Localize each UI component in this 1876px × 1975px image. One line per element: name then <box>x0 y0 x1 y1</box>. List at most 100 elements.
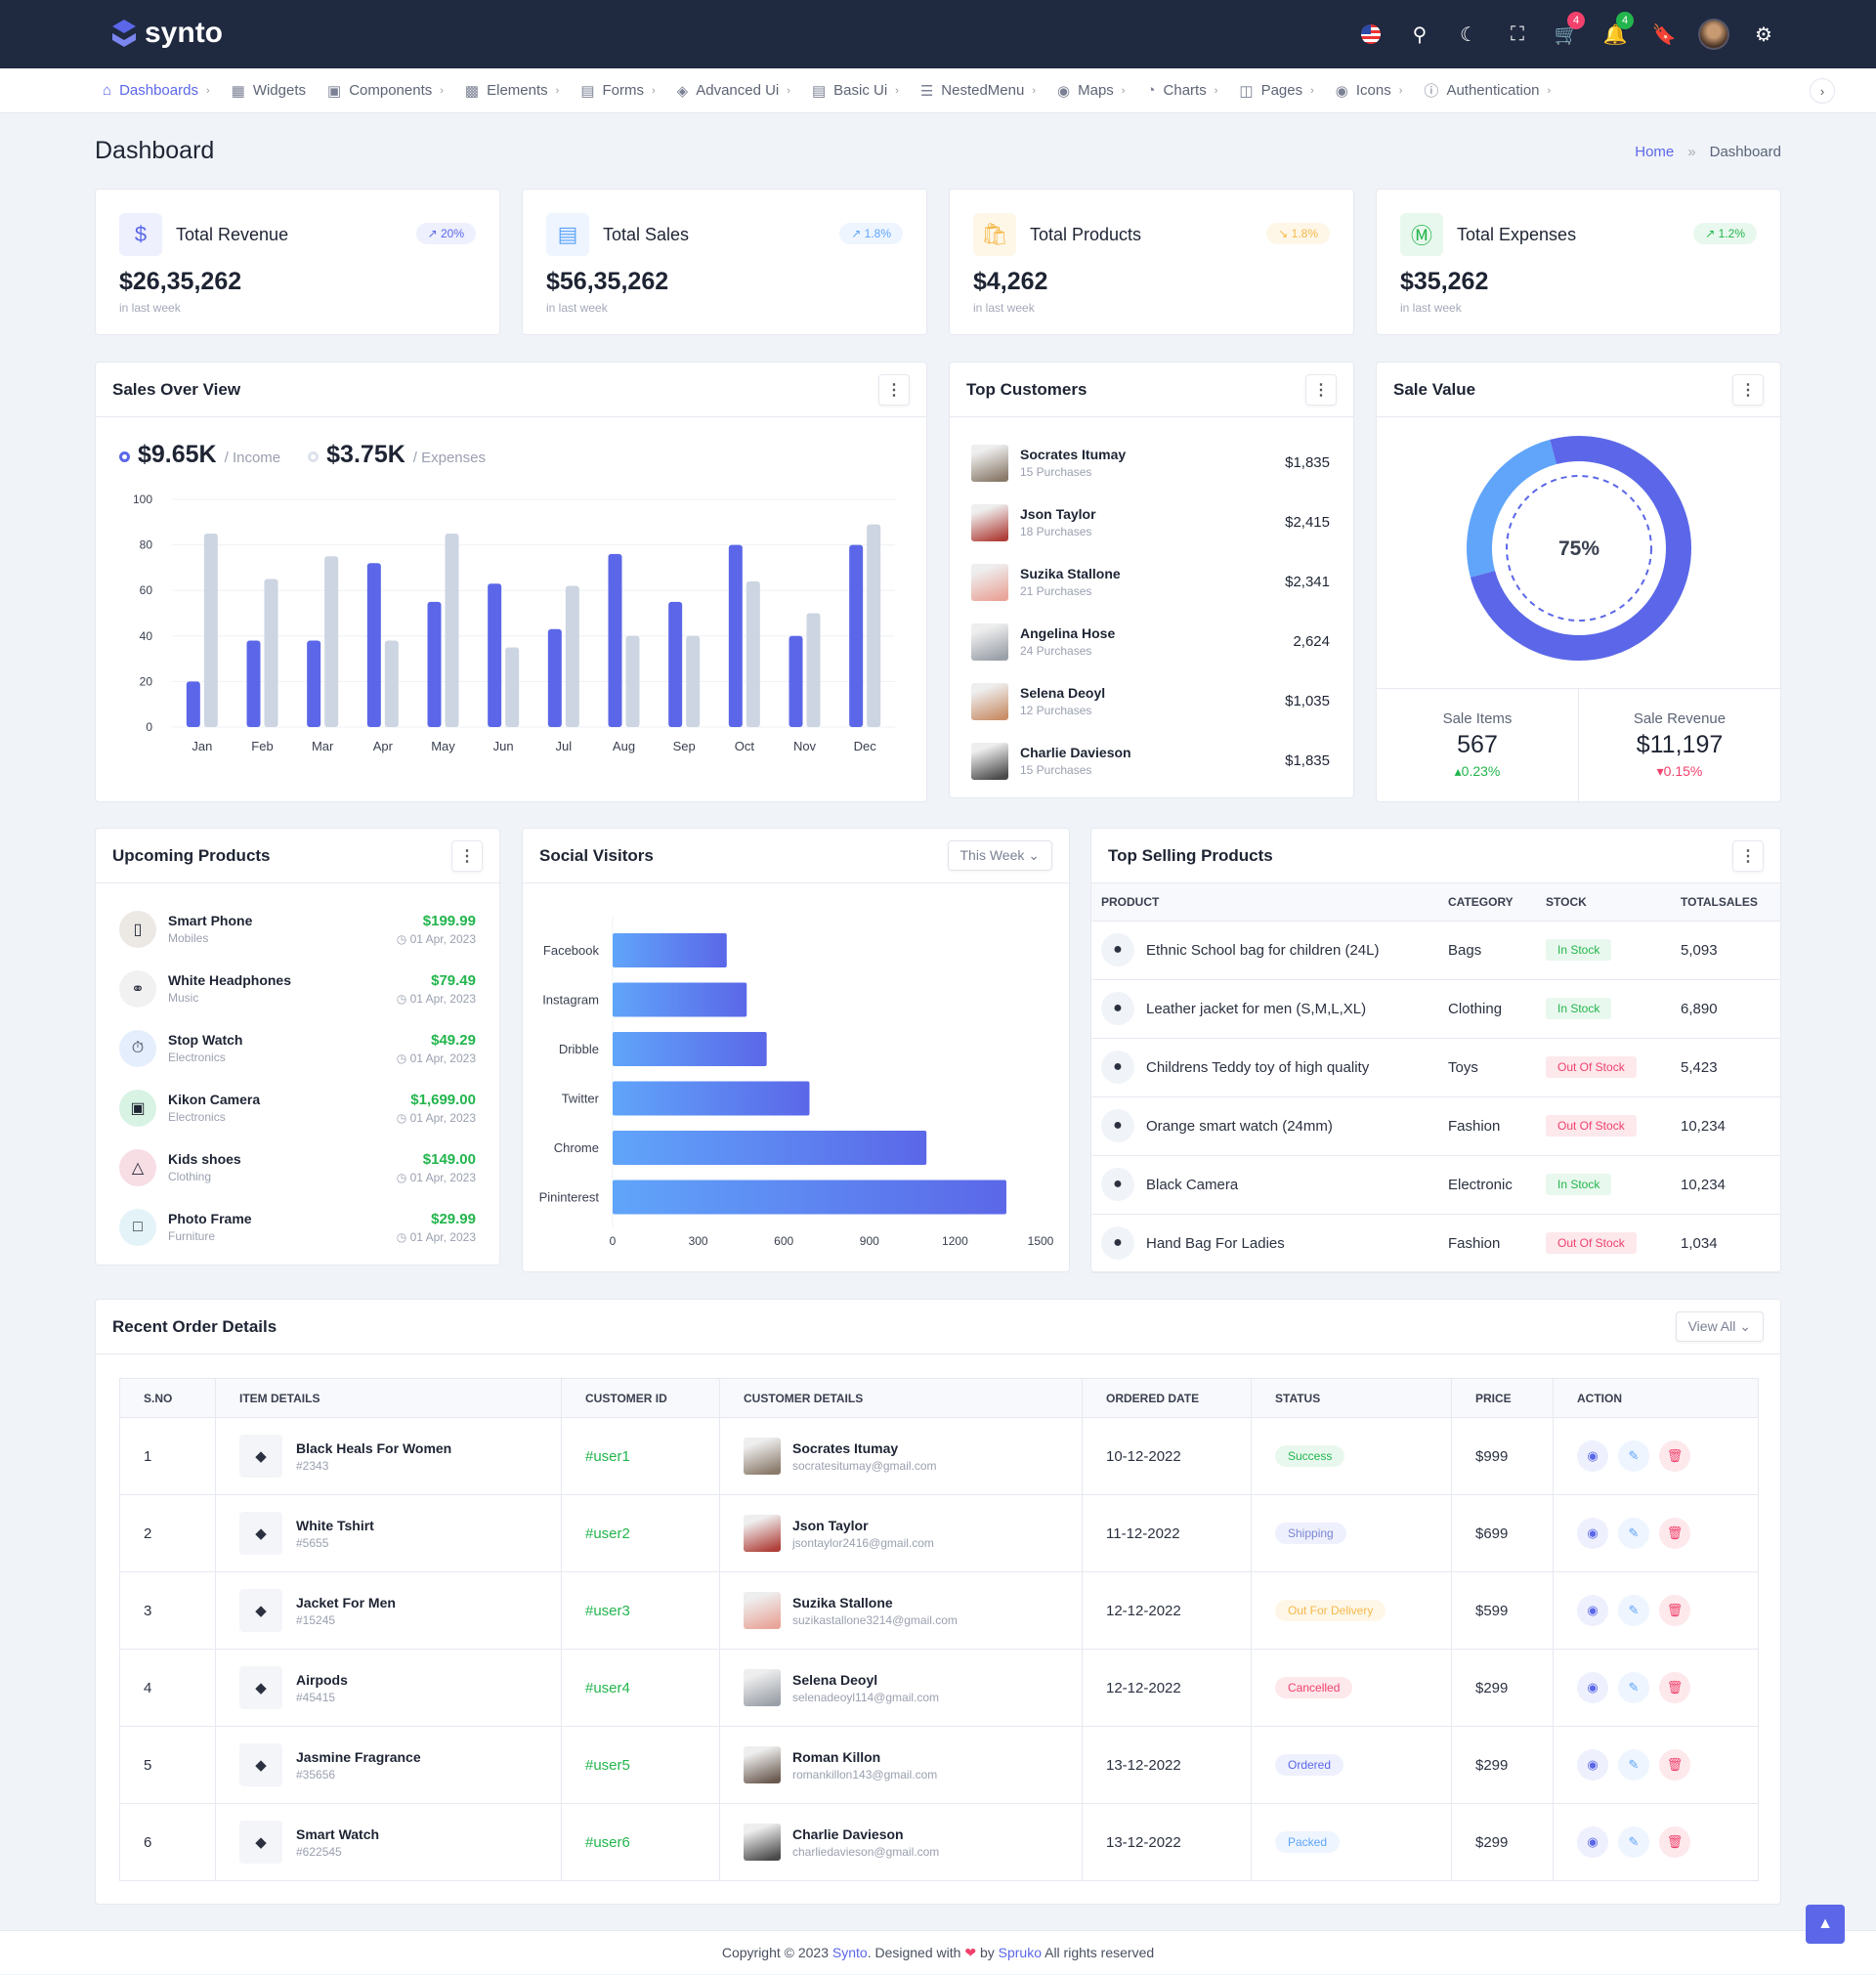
view-eye-icon[interactable]: ◉ <box>1577 1672 1608 1703</box>
nav-item-forms[interactable]: ▤ Forms › <box>580 82 655 100</box>
nav-item-authentication[interactable]: ⓘ Authentication › <box>1424 80 1551 101</box>
status-badge: Packed <box>1275 1831 1341 1853</box>
nav-item-nestedmenu[interactable]: ☰ NestedMenu › <box>920 82 1036 100</box>
period-dropdown[interactable]: This Week ⌄ <box>947 840 1052 871</box>
customer-id-link[interactable]: #user5 <box>561 1726 720 1804</box>
edit-pencil-icon[interactable]: ✎ <box>1618 1672 1649 1703</box>
upcoming-product-item[interactable]: ▯ Smart Phone Mobiles $199.99 ◷ 01 Apr, 20… <box>119 899 476 959</box>
notification-bell-icon[interactable]: 🔔 4 <box>1600 12 1634 51</box>
product-thumbnail: ● <box>1101 933 1134 966</box>
customer-id-link[interactable]: #user3 <box>561 1571 720 1650</box>
delete-trash-icon[interactable]: 🗑 <box>1659 1672 1690 1703</box>
nav-item-charts[interactable]: ◔ Charts › <box>1146 82 1217 99</box>
nav-item-icons[interactable]: ◉ Icons › <box>1336 82 1403 100</box>
nav-item-widgets[interactable]: ▦ Widgets <box>232 82 306 100</box>
breadcrumb-home[interactable]: Home <box>1635 144 1675 160</box>
stock-badge: Out Of Stock <box>1546 1056 1637 1078</box>
upcoming-product-item[interactable]: □ Photo Frame Furniture $29.99 ◷ 01 Apr, 2… <box>119 1197 476 1257</box>
product-name: Leather jacket for men (S,M,L,XL) <box>1146 1000 1367 1017</box>
search-icon[interactable]: ⚲ <box>1412 23 1428 46</box>
table-row[interactable]: 1 ◆ Black Heals For Women #2343 #user1 Soc… <box>119 1417 1759 1495</box>
delete-trash-icon[interactable]: 🗑 <box>1659 1518 1690 1549</box>
customer-item[interactable]: Suzika Stallone 21 Purchases $2,341 <box>971 552 1330 612</box>
back-to-top-button[interactable]: ▲ <box>1806 1905 1845 1944</box>
table-row[interactable]: 6 ◆ Smart Watch #622545 #user6 Charlie Dav… <box>119 1803 1759 1881</box>
edit-pencil-icon[interactable]: ✎ <box>1618 1749 1649 1781</box>
settings-gear-icon[interactable]: ⚙ <box>1755 23 1772 46</box>
table-row[interactable]: ● Leather jacket for men (S,M,L,XL) Cloth… <box>1091 979 1780 1039</box>
view-eye-icon[interactable]: ◉ <box>1577 1440 1608 1472</box>
bookmark-icon[interactable]: 🔖 <box>1651 23 1677 46</box>
user-avatar[interactable] <box>1698 19 1729 50</box>
table-row[interactable]: ● Childrens Teddy toy of high quality Toy… <box>1091 1038 1780 1097</box>
view-eye-icon[interactable]: ◉ <box>1577 1595 1608 1626</box>
dark-mode-moon-icon[interactable]: ☾ <box>1460 23 1477 46</box>
customer-id-link[interactable]: #user2 <box>561 1494 720 1572</box>
view-eye-icon[interactable]: ◉ <box>1577 1749 1608 1781</box>
breadcrumb-current: Dashboard <box>1709 144 1781 160</box>
table-row[interactable]: 4 ◆ Airpods #45415 #user4 Selena Deoyl sele… <box>119 1649 1759 1727</box>
nav-item-maps[interactable]: ◉ Maps › <box>1057 82 1125 100</box>
nav-item-advanced-ui[interactable]: ◈ Advanced Ui › <box>677 82 790 100</box>
nav-item-pages[interactable]: ◫ Pages › <box>1239 82 1313 100</box>
table-row[interactable]: 3 ◆ Jacket For Men #15245 #user3 Suzika St… <box>119 1571 1759 1650</box>
customer-item[interactable]: Socrates Itumay 15 Purchases $1,835 <box>971 433 1330 493</box>
customer-name: Roman Killon <box>792 1748 881 1765</box>
edit-pencil-icon[interactable]: ✎ <box>1618 1518 1649 1549</box>
upcoming-product-item[interactable]: ▣ Kikon Camera Electronics $1,699.00 ◷ 01 … <box>119 1078 476 1138</box>
receipt-icon: ▤ <box>546 213 589 256</box>
item-image: ◆ <box>239 1821 282 1864</box>
upcoming-product-item[interactable]: △ Kids shoes Clothing $149.00 ◷ 01 Apr, 20… <box>119 1138 476 1197</box>
upcoming-product-item[interactable]: ⏱ Stop Watch Electronics $49.29 ◷ 01 Apr, … <box>119 1018 476 1078</box>
more-options-button[interactable]: ⋮ <box>1305 373 1337 406</box>
stat-card-total-sales: ▤ Total Sales ↗ 1.8% $56,35,262 in last … <box>522 189 927 335</box>
sales-bar-chart: 0 20 40 60 80 100 Jan Feb Mar Apr May Jun Jul Aug Sep O… <box>133 493 895 753</box>
more-options-button[interactable]: ⋮ <box>878 373 910 406</box>
brand-logo[interactable]: synto <box>109 17 223 50</box>
edit-pencil-icon[interactable]: ✎ <box>1618 1595 1649 1626</box>
table-row[interactable]: ● Ethnic School bag for children (24L) Ba… <box>1091 921 1780 980</box>
delete-trash-icon[interactable]: 🗑 <box>1659 1595 1690 1626</box>
table-row[interactable]: ● Black Camera Electronic In Stock 10,234 <box>1091 1155 1780 1215</box>
edit-pencil-icon[interactable]: ✎ <box>1618 1440 1649 1472</box>
customer-id-link[interactable]: #user6 <box>561 1803 720 1881</box>
map-pin-icon: ◉ <box>1057 82 1071 100</box>
table-row[interactable]: ● Orange smart watch (24mm) Fashion Out O… <box>1091 1096 1780 1156</box>
nav-item-components[interactable]: ▣ Components › <box>327 82 444 100</box>
nav-item-label: Basic Ui <box>833 82 888 99</box>
item-name: Airpods <box>296 1671 348 1688</box>
table-row[interactable]: ● Hand Bag For Ladies Fashion Out Of Stoc… <box>1091 1214 1780 1273</box>
upcoming-product-item[interactable]: ⚭ White Headphones Music $79.49 ◷ 01 Apr, … <box>119 959 476 1018</box>
nav-item-dashboards[interactable]: ⌂ Dashboards › <box>103 82 210 99</box>
nav-scroll-right-button[interactable]: › <box>1810 78 1835 104</box>
customer-id-link[interactable]: #user4 <box>561 1649 720 1727</box>
nav-item-basic-ui[interactable]: ▤ Basic Ui › <box>812 82 899 100</box>
delete-trash-icon[interactable]: 🗑 <box>1659 1440 1690 1472</box>
footer-brand-link[interactable]: Synto <box>831 1945 868 1960</box>
customer-item[interactable]: Json Taylor 18 Purchases $2,415 <box>971 493 1330 552</box>
table-row[interactable]: 5 ◆ Jasmine Fragrance #35656 #user5 Roman … <box>119 1726 1759 1804</box>
view-eye-icon[interactable]: ◉ <box>1577 1518 1608 1549</box>
language-flag-icon[interactable] <box>1356 18 1386 51</box>
nav-item-elements[interactable]: ▩ Elements › <box>465 82 559 100</box>
product-category: Electronic <box>1438 1155 1536 1215</box>
table-row[interactable]: 2 ◆ White Tshirt #5655 #user2 Json Taylor j… <box>119 1494 1759 1572</box>
cart-icon[interactable]: 🛒 4 <box>1552 12 1585 51</box>
nav-item-label: Authentication <box>1446 82 1540 99</box>
footer-company-link[interactable]: Spruko <box>998 1945 1042 1960</box>
customer-id-link[interactable]: #user1 <box>561 1417 720 1495</box>
customer-item[interactable]: Charlie Davieson 15 Purchases $1,835 <box>971 731 1330 791</box>
edit-pencil-icon[interactable]: ✎ <box>1618 1826 1649 1858</box>
more-options-button[interactable]: ⋮ <box>451 839 483 872</box>
view-eye-icon[interactable]: ◉ <box>1577 1826 1608 1858</box>
y-tick-label: 100 <box>133 493 152 506</box>
more-options-button[interactable]: ⋮ <box>1732 839 1764 872</box>
fullscreen-icon[interactable]: ⛶ <box>1511 22 1524 45</box>
delete-trash-icon[interactable]: 🗑 <box>1659 1826 1690 1858</box>
change-value: 1.8% <box>1291 227 1318 240</box>
customer-item[interactable]: Selena Deoyl 12 Purchases $1,035 <box>971 671 1330 731</box>
delete-trash-icon[interactable]: 🗑 <box>1659 1749 1690 1781</box>
view-all-dropdown[interactable]: View All ⌄ <box>1675 1311 1764 1342</box>
customer-item[interactable]: Angelina Hose 24 Purchases 2,624 <box>971 612 1330 671</box>
more-options-button[interactable]: ⋮ <box>1732 373 1764 406</box>
